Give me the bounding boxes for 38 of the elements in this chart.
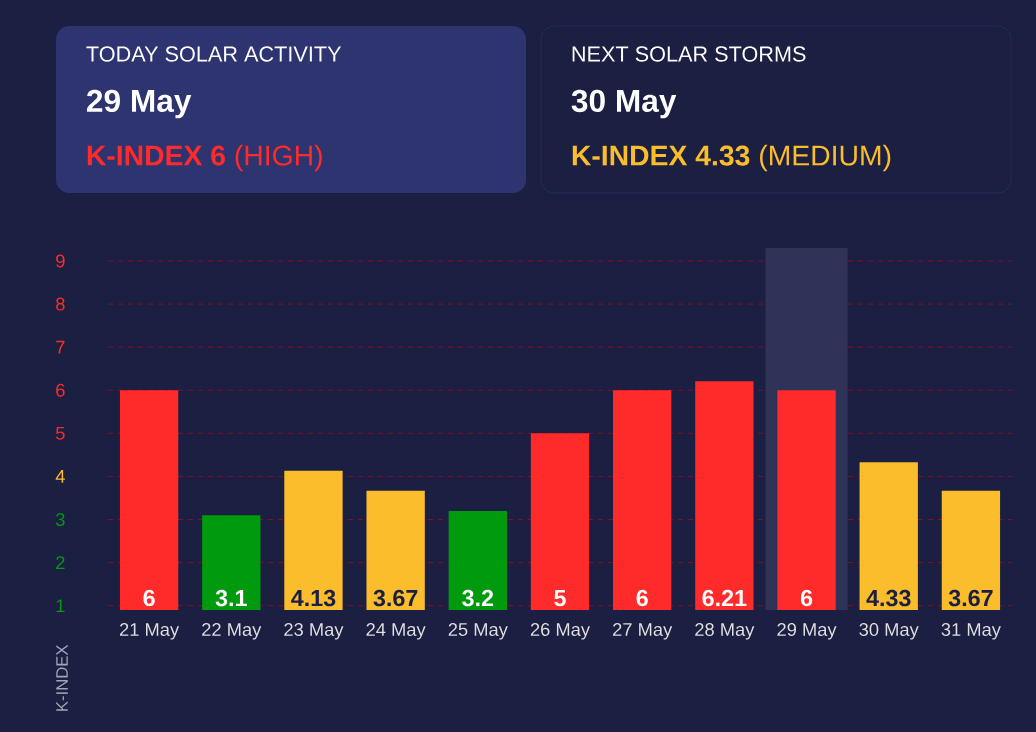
data-label: 4.33	[866, 589, 911, 607]
y-tick-label: 8	[56, 297, 65, 311]
x-tick-label: 27 May	[613, 623, 673, 640]
text: K-INDEX 4.33 (MEDIUM)	[572, 144, 891, 172]
text: K-INDEX 6 (HIGH)	[87, 144, 322, 172]
text: NEXT SOLAR STORMS	[572, 46, 806, 62]
x-tick-label: 24 May	[366, 623, 426, 640]
data-label: 3.1	[215, 589, 247, 607]
x-tick-label: 21 May	[119, 623, 180, 640]
data-label: 3.67	[373, 589, 418, 607]
data-label: 6.21	[702, 589, 747, 607]
x-tick-label: 26 May	[530, 623, 590, 640]
x-tick-label: 31 May	[941, 623, 1001, 640]
y-tick-label: 9	[56, 254, 65, 268]
x-tick-label: 25 May	[448, 623, 508, 640]
data-label: 6	[800, 589, 813, 607]
x-tick-label: 22 May	[202, 623, 262, 640]
y-axis-title: K-INDEX	[56, 644, 68, 711]
x-tick-label: 30 May	[859, 623, 919, 640]
data-label: 5	[554, 590, 566, 607]
x-tick-label: 23 May	[284, 623, 344, 640]
data-label: 3.2	[462, 589, 494, 607]
y-tick-label: 1	[56, 599, 65, 612]
y-tick-label: 3	[55, 513, 65, 526]
y-tick-label: 6	[56, 383, 65, 397]
text: 29 May	[87, 89, 192, 119]
y-tick-label: 7	[56, 340, 65, 354]
y-tick-label: 5	[55, 426, 65, 440]
data-label: 4.13	[291, 589, 336, 607]
text: 30 May	[571, 89, 677, 119]
x-tick-label: 28 May	[695, 623, 755, 640]
x-tick-label: 29 May	[777, 623, 837, 640]
data-label: 6	[143, 589, 155, 607]
data-label: 3.67	[948, 589, 993, 607]
text: TODAY SOLAR ACTIVITY	[86, 46, 342, 62]
data-label: 6	[636, 589, 648, 607]
y-tick-label: 4	[55, 470, 65, 483]
y-tick-label: 2	[56, 556, 65, 569]
